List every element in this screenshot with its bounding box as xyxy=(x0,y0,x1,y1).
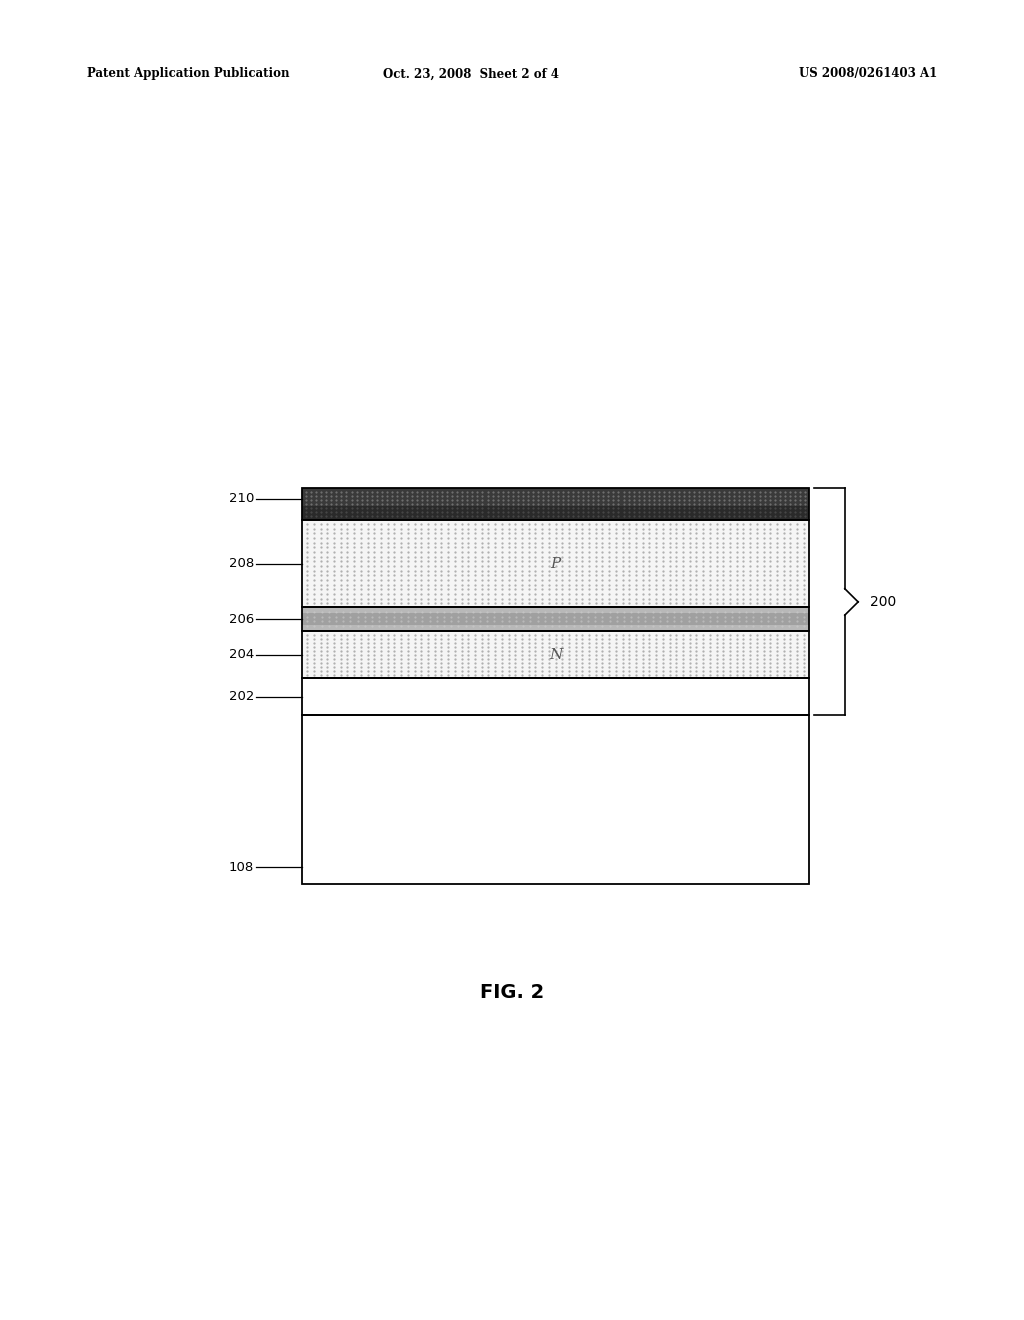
Text: Oct. 23, 2008  Sheet 2 of 4: Oct. 23, 2008 Sheet 2 of 4 xyxy=(383,67,559,81)
Text: 108: 108 xyxy=(228,861,254,874)
Bar xyxy=(302,678,809,715)
Text: 204: 204 xyxy=(228,648,254,661)
Text: 210: 210 xyxy=(228,492,254,506)
Bar xyxy=(302,607,809,631)
Bar xyxy=(302,488,809,506)
Bar xyxy=(302,715,809,884)
Bar xyxy=(302,715,809,884)
Bar xyxy=(302,631,809,678)
Bar xyxy=(302,678,809,715)
Text: P: P xyxy=(550,557,561,570)
Bar xyxy=(302,488,809,520)
Text: FIG. 2: FIG. 2 xyxy=(480,983,544,1002)
Bar xyxy=(302,520,809,607)
Text: 206: 206 xyxy=(228,612,254,626)
Text: 200: 200 xyxy=(870,595,897,609)
Text: US 2008/0261403 A1: US 2008/0261403 A1 xyxy=(799,67,937,81)
Text: N: N xyxy=(549,648,562,661)
Bar xyxy=(302,612,809,626)
Bar xyxy=(302,520,809,607)
Bar xyxy=(302,631,809,678)
Text: 208: 208 xyxy=(228,557,254,570)
Text: Patent Application Publication: Patent Application Publication xyxy=(87,67,290,81)
Bar xyxy=(302,607,809,631)
Text: 202: 202 xyxy=(228,690,254,704)
Bar xyxy=(302,488,809,520)
